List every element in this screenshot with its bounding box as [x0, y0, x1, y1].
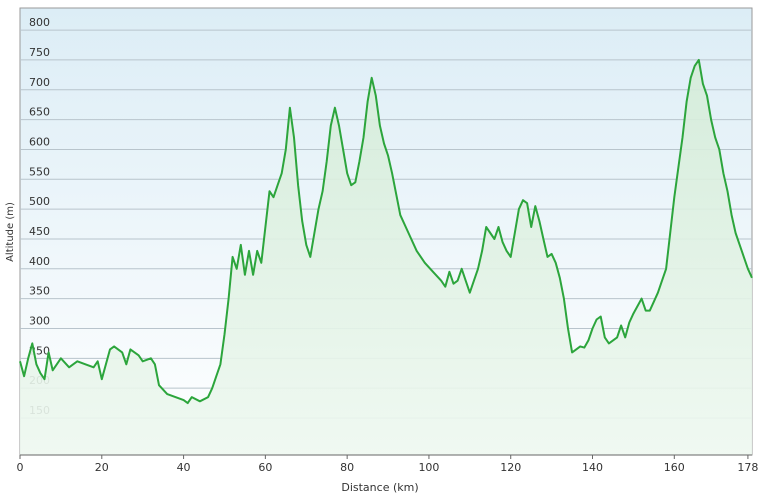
elevation-line [19, 58, 753, 405]
y-axis-label: Altitude (m) [5, 202, 16, 262]
x-tick-label: 160 [664, 461, 685, 474]
y-tick-label: 450 [29, 225, 50, 238]
y-tick-label: 300 [29, 314, 50, 327]
x-tick-label: 0 [17, 461, 24, 474]
y-tick-label: 750 [29, 46, 50, 59]
x-tick-label: 80 [340, 461, 354, 474]
x-axis-label: Distance (km) [341, 481, 418, 494]
y-tick-label: 550 [29, 165, 50, 178]
x-tick-label: 178 [737, 461, 758, 474]
y-tick-label: 700 [29, 76, 50, 89]
x-tick-label: 60 [258, 461, 272, 474]
y-tick-label: 650 [29, 106, 50, 119]
y-tick-label: 400 [29, 255, 50, 268]
y-tick-label: 500 [29, 195, 50, 208]
area-fill [20, 59, 752, 456]
x-tick-label: 40 [177, 461, 191, 474]
x-tick-label: 20 [95, 461, 109, 474]
x-tick-label: 120 [500, 461, 521, 474]
y-tick-label: 350 [29, 285, 50, 298]
x-tick-label: 100 [418, 461, 439, 474]
y-tick-label: 600 [29, 135, 50, 148]
x-tick-label: 140 [582, 461, 603, 474]
y-tick-label: 800 [29, 16, 50, 29]
